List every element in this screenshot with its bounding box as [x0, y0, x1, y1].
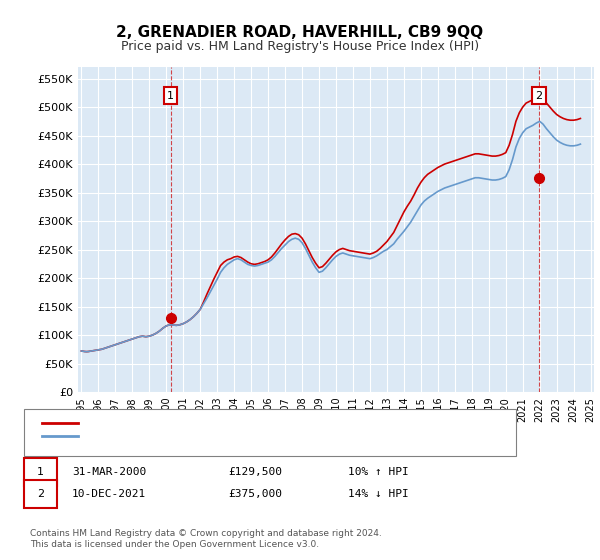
Text: HPI: Average price, detached house, West Suffolk: HPI: Average price, detached house, West…	[84, 431, 342, 441]
Text: 14% ↓ HPI: 14% ↓ HPI	[348, 489, 409, 499]
Text: £375,000: £375,000	[228, 489, 282, 499]
Text: 10% ↑ HPI: 10% ↑ HPI	[348, 466, 409, 477]
Text: 2: 2	[535, 91, 542, 101]
Text: Contains HM Land Registry data © Crown copyright and database right 2024.
This d: Contains HM Land Registry data © Crown c…	[30, 529, 382, 549]
Text: £129,500: £129,500	[228, 466, 282, 477]
Text: Price paid vs. HM Land Registry's House Price Index (HPI): Price paid vs. HM Land Registry's House …	[121, 40, 479, 53]
Text: 1: 1	[37, 466, 44, 477]
Text: 31-MAR-2000: 31-MAR-2000	[72, 466, 146, 477]
Text: 2, GRENADIER ROAD, HAVERHILL, CB9 9QQ: 2, GRENADIER ROAD, HAVERHILL, CB9 9QQ	[116, 25, 484, 40]
Text: 1: 1	[167, 91, 174, 101]
Text: 10-DEC-2021: 10-DEC-2021	[72, 489, 146, 499]
Text: 2: 2	[37, 489, 44, 499]
Text: 2, GRENADIER ROAD, HAVERHILL, CB9 9QQ (detached house): 2, GRENADIER ROAD, HAVERHILL, CB9 9QQ (d…	[84, 418, 405, 428]
